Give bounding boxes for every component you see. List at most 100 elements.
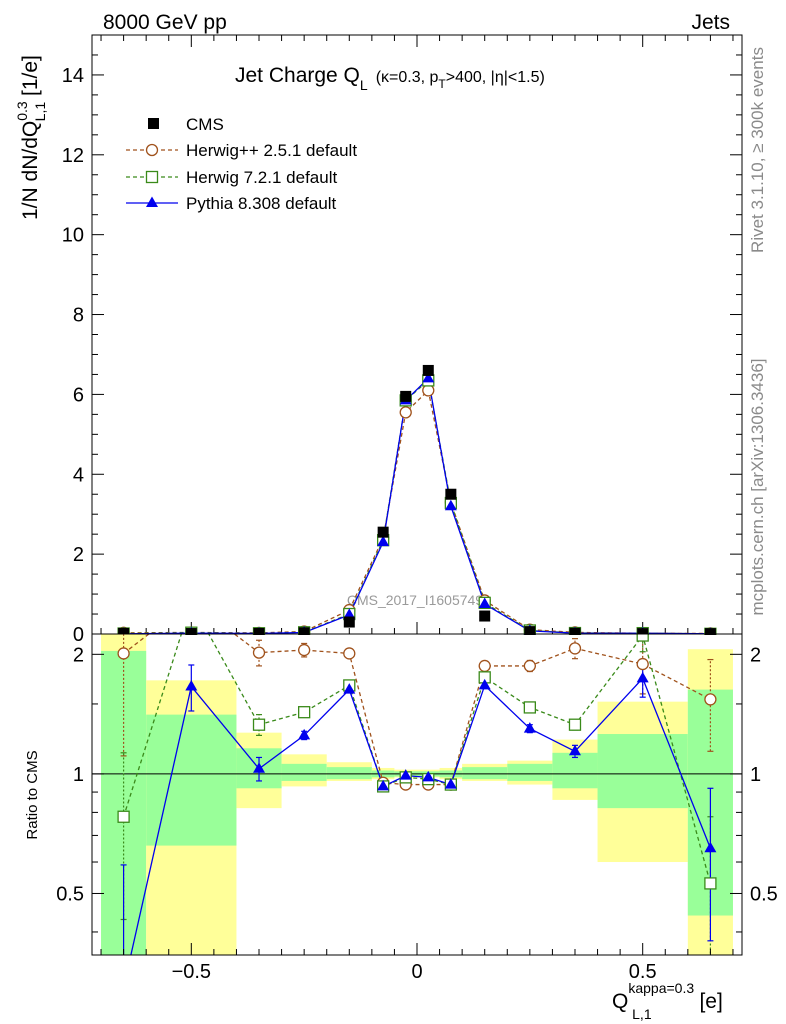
ratio-point-2 <box>568 718 582 731</box>
data-point-3 <box>478 597 491 609</box>
data-point-0 <box>445 488 457 500</box>
title-cuts-sub: T <box>438 77 446 91</box>
ratio-point-3 <box>298 728 311 740</box>
y-tick-label: 12 <box>62 145 84 167</box>
ratio-point-3 <box>636 671 649 683</box>
data-uncertainty-band-inner <box>281 763 327 781</box>
ratio-point-2 <box>636 634 649 642</box>
ratio-line-1 <box>123 634 711 786</box>
data-point-0 <box>524 626 536 635</box>
ratio-point-1 <box>568 642 582 655</box>
ratio-point-2 <box>704 877 717 890</box>
ratio-point-3 <box>253 762 266 773</box>
x-tick-label: 0 <box>411 961 422 983</box>
ratio-line-2 <box>122 634 712 884</box>
ratio-tick-label-right: 1 <box>750 764 761 786</box>
main-series-layer <box>117 364 717 635</box>
data-uncertainty-band-inner <box>597 734 688 809</box>
ratio-y-ticks: 0.5 0.5 1 1 2 2 <box>56 644 778 933</box>
ratio-panel: 0.5 0.5 1 1 2 2 −0.5 0 0.5 <box>56 633 778 992</box>
plot-title: Jet Charge QL (κ=0.3, pT>400, |η|<1.5) <box>235 64 545 93</box>
mcplots-info-label: mcplots.cern.ch [arXiv:1306.3436] <box>748 358 767 615</box>
legend-label-pythia: Pythia 8.308 default <box>186 194 337 213</box>
y-axis-label: 1/N dN/dQ0.3 L,1 [1/e] <box>14 55 48 220</box>
ratio-point-2 <box>298 706 311 719</box>
ratio-point-1 <box>704 693 717 706</box>
y-axis-label-sup: 0.3 <box>14 101 30 121</box>
legend-marker-cms <box>148 118 159 129</box>
data-uncertainty-band-inner <box>552 752 598 789</box>
y-tick-label: 0 <box>73 624 84 646</box>
legend-entry-cms: CMS <box>148 115 224 134</box>
data-point-3 <box>343 608 356 619</box>
ratio-tick-label-left: 2 <box>73 644 84 666</box>
ratio-point-3 <box>523 722 536 733</box>
ratio-point-1 <box>252 646 266 659</box>
main-panel: 0 2 4 6 8 10 12 14 CMS_2017_I1605749 Jet Charge… <box>62 34 743 646</box>
data-point-0 <box>637 628 649 635</box>
ratio-point-3 <box>478 678 491 690</box>
ratio-point-3 <box>444 778 457 789</box>
ratio-tick-label-left: 0.5 <box>56 883 84 905</box>
legend-label-cms: CMS <box>186 115 224 134</box>
ratio-point-1 <box>117 647 130 660</box>
y-axis-label-unit: [1/e] <box>19 55 42 102</box>
energy-label: 8000 GeV pp <box>103 11 227 34</box>
ratio-point-3 <box>377 779 390 791</box>
data-point-1 <box>399 406 412 419</box>
legend-marker-herwig7 <box>145 170 159 184</box>
category-label: Jets <box>691 11 730 34</box>
ratio-point-1 <box>343 647 356 660</box>
data-point-0 <box>400 390 412 402</box>
y-tick-label: 8 <box>73 305 84 327</box>
data-point-0 <box>298 627 310 635</box>
ratio-point-2 <box>523 701 536 714</box>
data-point-3 <box>377 535 390 547</box>
x-axis-label-sub: L,1 <box>632 1006 652 1022</box>
legend-entry-herwig7: Herwig 7.2.1 default <box>126 168 337 187</box>
ratio-point-3 <box>399 769 412 780</box>
data-point-0 <box>422 364 434 376</box>
data-point-0 <box>185 628 197 635</box>
ratio-point-2 <box>252 718 266 731</box>
legend-label-herwig7: Herwig 7.2.1 default <box>186 168 337 187</box>
ratio-point-2 <box>117 810 130 823</box>
title-main: Jet Charge Q <box>235 64 360 87</box>
y-axis-label-text: 1/N dN/dQ <box>19 121 42 220</box>
ratio-x-ticks: −0.5 0 0.5 <box>100 943 734 983</box>
ratio-tick-label-left: 1 <box>73 764 84 786</box>
legend-marker-herwigpp <box>145 143 159 157</box>
ratio-point-3 <box>568 744 581 756</box>
x-axis-label: Qkappa=0.3 L,1 [e] <box>612 980 723 1022</box>
y-tick-label: 2 <box>73 544 84 566</box>
watermark-label: CMS_2017_I1605749 <box>347 592 483 608</box>
ratio-point-1 <box>298 643 311 657</box>
ratio-point-1 <box>523 659 536 673</box>
y-axis-label-sub: L,1 <box>32 102 48 122</box>
data-uncertainty-band-inner <box>146 714 237 846</box>
legend-label-herwigpp: Herwig++ 2.5.1 default <box>186 141 357 160</box>
y-tick-label: 6 <box>73 384 84 406</box>
ratio-tick-label-right: 0.5 <box>750 883 778 905</box>
title-main-sub: L <box>360 77 368 93</box>
ratio-point-1 <box>478 659 491 673</box>
y-tick-label: 4 <box>73 464 84 486</box>
ratio-point-3 <box>118 981 130 992</box>
title-cuts-1: (κ=0.3, p <box>376 69 439 86</box>
series-line-3 <box>123 377 711 635</box>
ratio-series-layer <box>117 634 717 992</box>
data-point-0 <box>569 627 581 635</box>
y-tick-label: 14 <box>62 65 84 87</box>
title-cuts-2: >400, |η|<1.5) <box>446 69 545 86</box>
data-uncertainty-band-inner <box>507 763 553 781</box>
ratio-tick-label-right: 2 <box>750 644 761 666</box>
ratio-bands-layer <box>101 634 733 955</box>
data-point-0 <box>377 526 389 538</box>
data-point-0 <box>479 610 491 622</box>
data-point-0 <box>253 627 265 635</box>
x-tick-label: 0.5 <box>629 961 657 983</box>
data-uncertainty-band-inner <box>326 767 372 780</box>
ratio-point-3 <box>422 770 435 782</box>
ratio-axis-label: Ratio to CMS <box>24 750 41 839</box>
